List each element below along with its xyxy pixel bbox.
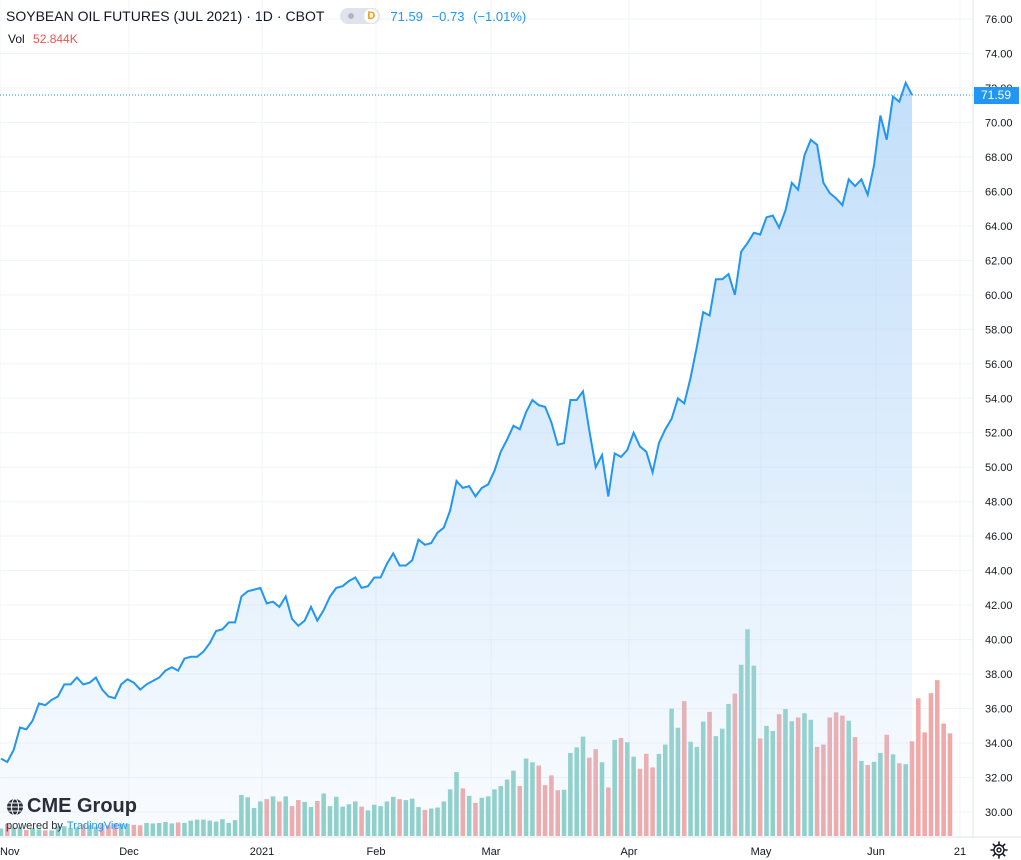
y-tick-label: 66.00 [985,186,1013,198]
price-change-pct: (−1.01%) [473,8,527,24]
y-tick-label: 36.00 [985,704,1013,716]
y-tick-label: 34.00 [985,738,1013,750]
y-tick-label: 68.00 [985,152,1013,164]
volume-bar [935,680,940,836]
y-tick-label: 42.00 [985,600,1013,612]
x-tick-label: 21 [954,846,966,858]
y-tick-label: 48.00 [985,497,1013,509]
exchange-label: CBOT [285,8,325,24]
last-price: 71.59 [390,8,423,24]
x-tick-label: Feb [367,846,386,858]
y-tick-label: 56.00 [985,359,1013,371]
last-price-label: 71.59 [974,87,1019,105]
powered-by-text: powered by [6,820,63,832]
volume-bar [922,732,927,836]
volume-label[interactable]: Vol [8,32,25,46]
chart-legend: SOYBEAN OIL FUTURES (JUL 2021) · 1D · CB… [6,8,527,24]
tradingview-link[interactable]: TradingView [66,820,128,832]
cme-logo[interactable]: CME Group powered by TradingView [6,795,137,832]
x-tick-label: 2021 [250,846,274,858]
price-area [1,82,912,837]
time-axis: Nov Dec 2021 Feb Mar Apr May Jun 21 [0,846,966,858]
volume-bar [947,733,953,836]
volume-bar [941,723,946,836]
delayed-toggle[interactable]: D [340,8,381,24]
price-axis: 30.00 32.00 34.00 36.00 38.00 40.00 42.00 44.00… [985,14,1013,819]
y-tick-label: 32.00 [985,773,1013,785]
x-tick-label: Dec [119,846,139,858]
globe-icon [7,798,23,815]
y-tick-label: 62.00 [985,255,1013,267]
svg-text:71.59: 71.59 [981,88,1011,102]
y-tick-label: 64.00 [985,221,1013,233]
y-tick-label: 38.00 [985,669,1013,681]
y-tick-label: 74.00 [985,48,1013,60]
y-tick-label: 44.00 [985,566,1013,578]
y-tick-label: 60.00 [985,290,1013,302]
cme-group-text: CME Group [27,795,137,817]
interval-label[interactable]: 1D [254,8,273,24]
x-tick-label: Jun [867,846,885,858]
y-tick-label: 52.00 [985,428,1013,440]
delayed-badge: D [364,9,379,23]
y-tick-label: 30.00 [985,807,1013,819]
volume-value: 52.844K [33,32,78,46]
price-line [0,80,913,764]
y-tick-label: 70.00 [985,117,1013,129]
symbol-title[interactable]: SOYBEAN OIL FUTURES (JUL 2021) [6,8,243,24]
y-tick-label: 58.00 [985,324,1013,336]
y-tick-label: 50.00 [985,462,1013,474]
volume-bar [928,693,934,836]
y-tick-label: 46.00 [985,531,1013,543]
toggle-dot-icon [348,13,355,19]
y-tick-label: 54.00 [985,393,1013,405]
y-tick-label: 76.00 [985,14,1013,26]
settings-gear-icon[interactable] [990,841,1008,859]
y-tick-label: 40.00 [985,635,1013,647]
x-tick-label: Mar [482,846,501,858]
x-tick-label: Nov [0,846,20,858]
x-tick-label: Apr [620,846,637,858]
price-change: −0.73 [431,8,465,24]
x-tick-label: May [751,846,772,858]
volume-legend: Vol 52.844K [8,32,78,46]
volume-bar [916,698,921,836]
